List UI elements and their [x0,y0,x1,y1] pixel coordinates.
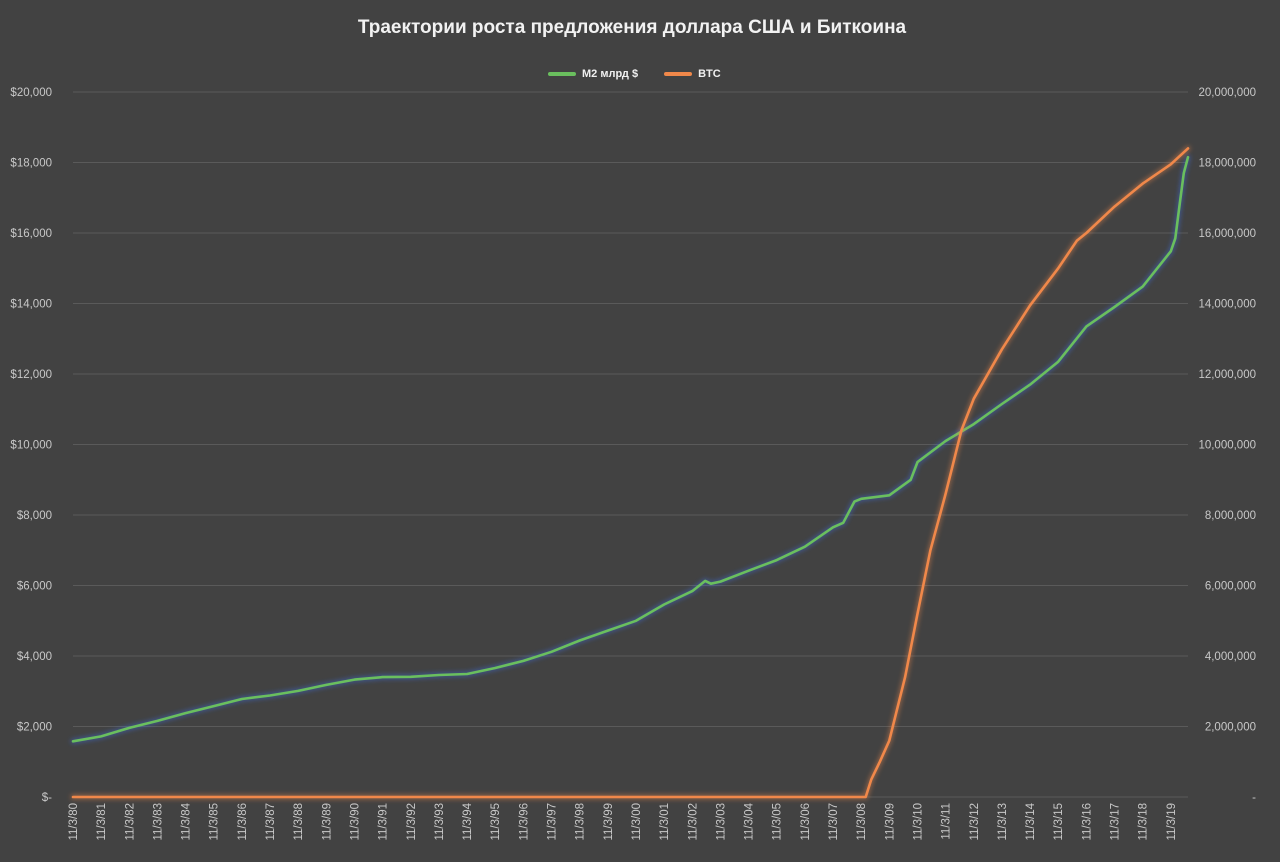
y-right-tick-label: 10,000,000 [1198,440,1256,452]
legend-item-m2: M2 млрд $ [548,68,638,80]
x-tick-label: 11/3/11 [941,803,953,840]
y-right-tick-label: 16,000,000 [1198,228,1256,240]
x-tick-label: 11/3/89 [321,803,333,841]
y-right-tick-label: 6,000,000 [1205,581,1256,593]
y-right-tick-label: 12,000,000 [1198,369,1256,381]
x-tick-label: 11/3/84 [181,802,193,840]
x-tick-label: 11/3/00 [631,803,643,841]
y-left-tick-label: $- [42,792,52,804]
y-left-tick-label: $12,000 [10,369,52,381]
x-tick-label: 11/3/82 [124,803,136,841]
x-tick-label: 11/3/14 [1025,802,1037,840]
x-tick-label: 11/3/99 [603,803,615,841]
y-right-tick-label: 2,000,000 [1205,722,1256,734]
y-left-tick-label: $20,000 [10,87,52,99]
x-tick-label: 11/3/13 [997,803,1009,841]
x-tick-label: 11/3/88 [293,803,305,841]
legend-swatch-btc [664,72,693,76]
series-glow-m2 [70,154,1191,744]
x-tick-label: 11/3/97 [547,803,559,841]
y-right-tick-label: 20,000,000 [1198,87,1256,99]
x-tick-label: 11/3/05 [772,803,784,841]
x-tick-label: 11/3/92 [406,803,418,841]
x-tick-label: 11/3/91 [378,803,390,841]
x-tick-label: 11/3/18 [1138,803,1150,841]
x-tick-label: 11/3/03 [715,803,727,841]
series-layer [70,145,1191,800]
series-line-m2 [71,155,1190,743]
x-tick-label: 11/3/08 [856,803,868,841]
legend-label-m2: M2 млрд $ [582,68,639,80]
x-tick-label: 11/3/17 [1110,803,1122,841]
y-left-tick-label: $14,000 [10,299,52,311]
y-axis-left: $- $2,000 $4,000 $6,000 $8,000 $10,000 $12,000… [10,87,52,804]
x-tick-label: 11/3/90 [349,803,361,841]
y-left-tick-label: $18,000 [10,158,52,170]
y-left-tick-label: $4,000 [17,651,52,663]
x-tick-label: 11/3/94 [462,802,474,840]
x-tick-label: 11/3/81 [96,803,108,841]
x-tick-label: 11/3/83 [152,803,164,841]
x-tick-label: 11/3/96 [518,803,530,841]
legend-swatch-m2 [548,72,576,76]
x-tick-label: 11/3/87 [265,803,277,841]
chart-title: Траектории роста предложения доллара США… [357,17,907,38]
legend-item-btc: BTC [664,68,721,80]
y-right-tick-label: 18,000,000 [1198,158,1256,170]
y-right-tick-label: 14,000,000 [1198,299,1256,311]
legend-label-btc: BTC [698,68,721,80]
x-tick-label: 11/3/10 [912,803,924,841]
y-left-tick-label: $6,000 [17,581,52,593]
y-left-tick-label: $10,000 [10,440,52,452]
x-tick-label: 11/3/85 [209,803,221,841]
x-tick-label: 11/3/86 [237,803,249,841]
y-left-tick-label: $8,000 [17,510,52,522]
y-right-tick-label: 4,000,000 [1205,651,1256,663]
x-tick-label: 11/3/93 [434,803,446,841]
x-tick-label: 11/3/80 [68,803,80,841]
x-tick-label: 11/3/01 [659,803,671,841]
x-axis: 11/3/80 11/3/81 11/3/82 11/3/83 11/3/84 11/3/… [68,802,1178,840]
legend: M2 млрд $ BTC [548,68,721,80]
y-right-tick-label: - [1252,792,1256,804]
x-tick-label: 11/3/15 [1053,803,1065,841]
x-tick-label: 11/3/19 [1166,803,1178,841]
series-line-btc [71,147,1190,799]
y-left-tick-label: $16,000 [10,228,52,240]
x-tick-label: 11/3/06 [800,803,812,841]
x-tick-label: 11/3/16 [1081,803,1093,841]
y-right-tick-label: 8,000,000 [1205,510,1256,522]
x-tick-label: 11/3/04 [744,802,756,840]
x-tick-label: 11/3/12 [969,803,981,841]
x-tick-label: 11/3/95 [490,803,502,841]
y-left-tick-label: $2,000 [17,722,52,734]
x-tick-label: 11/3/07 [828,803,840,841]
grid-lines [73,91,1188,798]
x-tick-label: 11/3/02 [687,803,699,841]
x-tick-label: 11/3/98 [575,803,587,841]
y-axis-right: - 2,000,000 4,000,000 6,000,000 8,000,000 10,… [1198,87,1256,804]
x-tick-label: 11/3/09 [884,803,896,841]
